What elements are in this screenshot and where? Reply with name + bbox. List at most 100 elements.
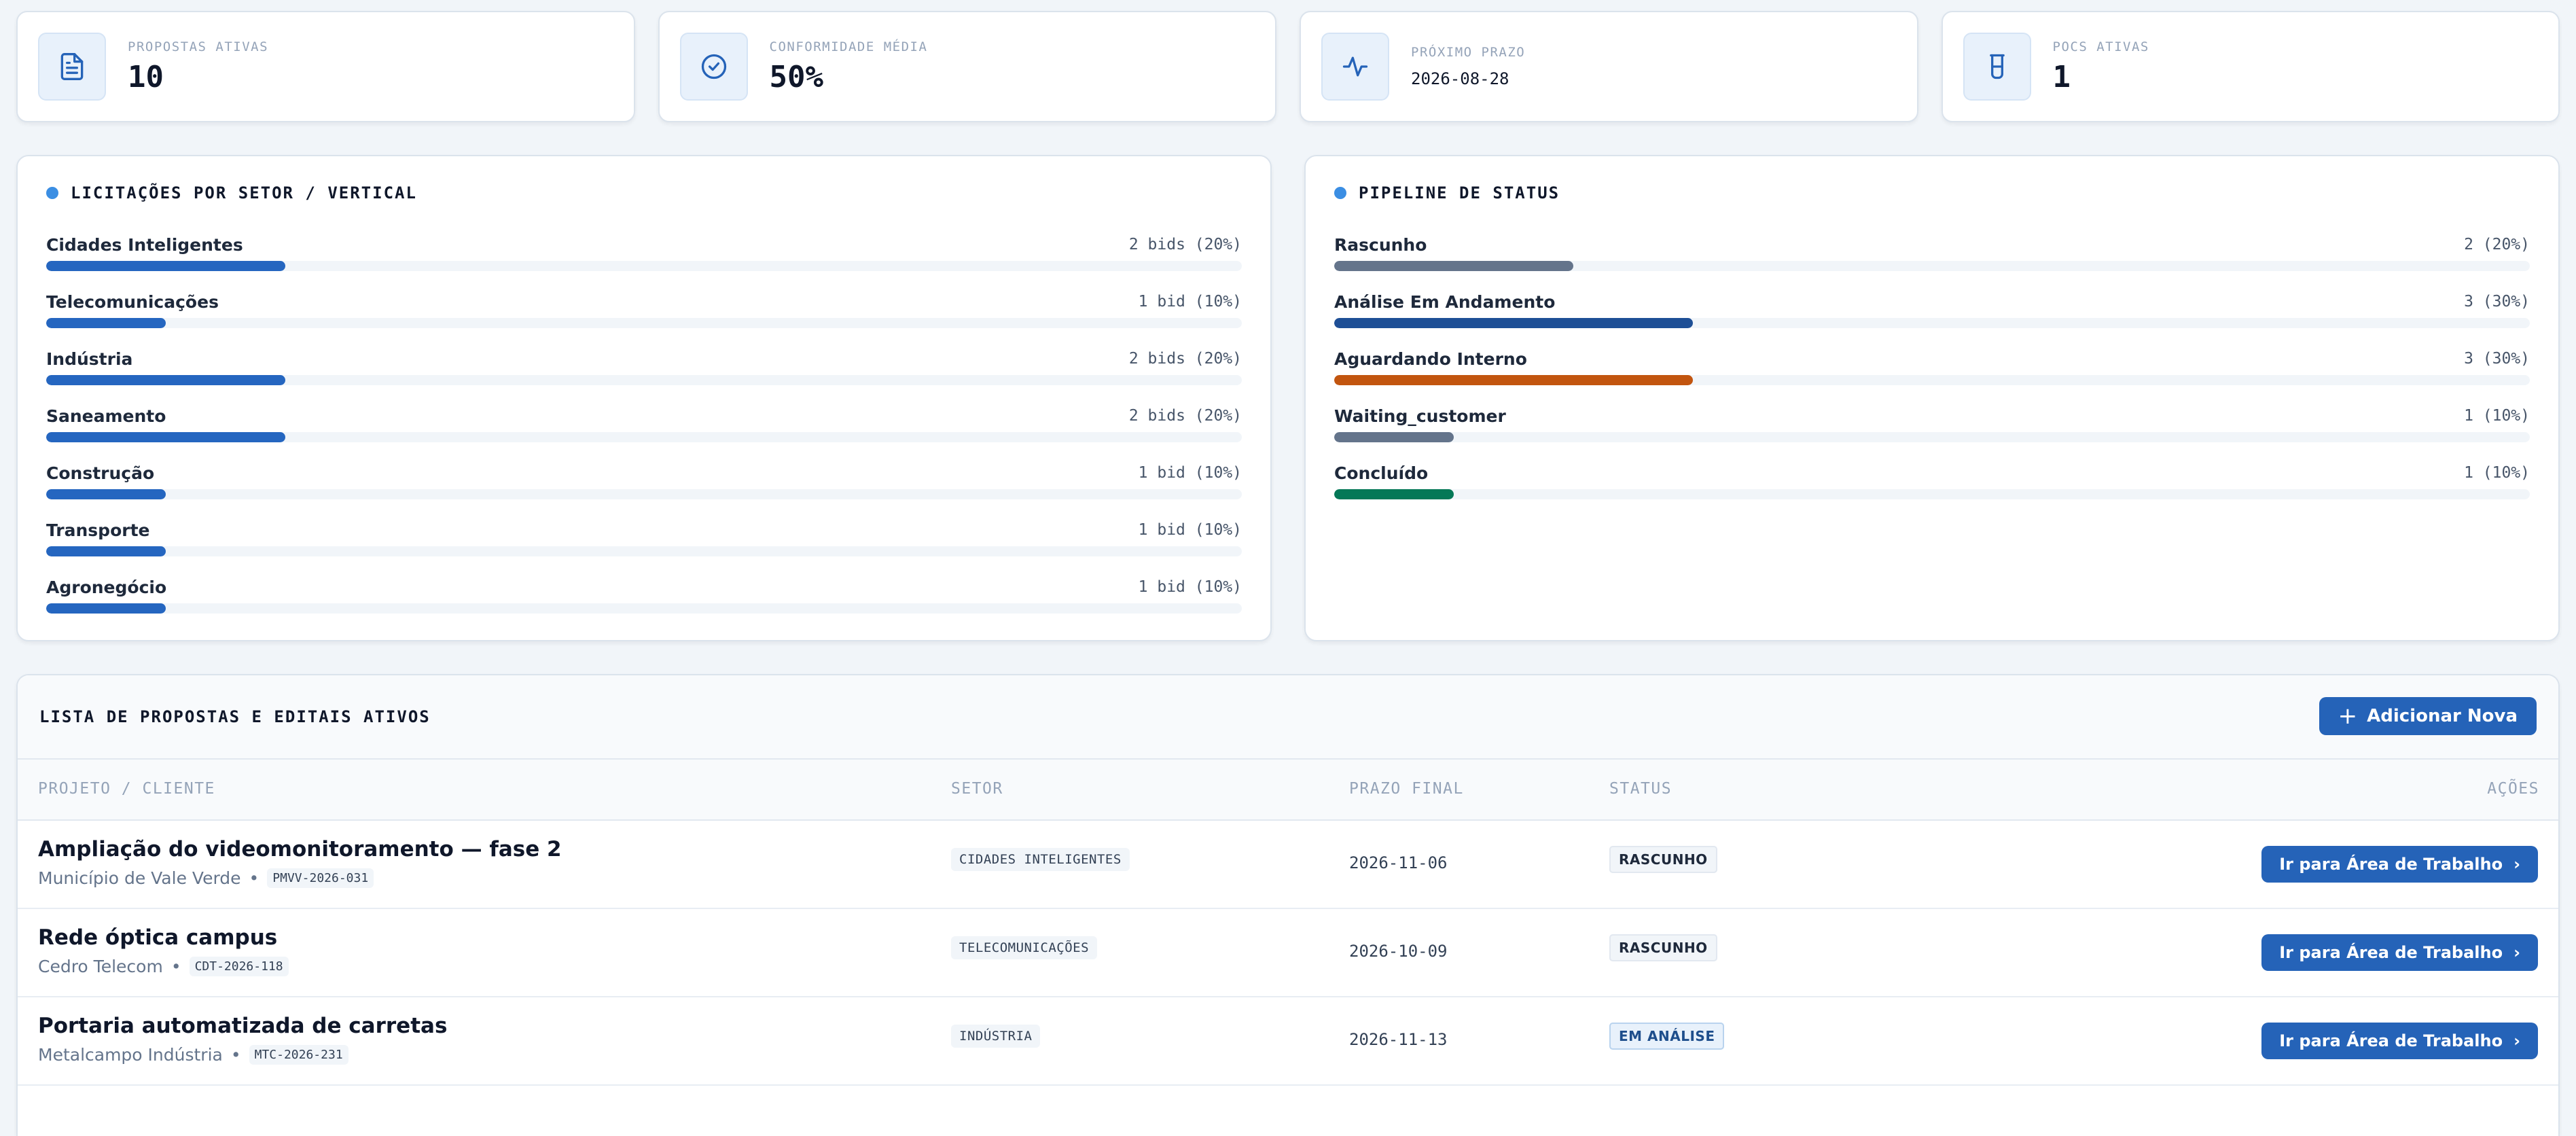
table-header-bar: LISTA DE PROPOSTAS E EDITAIS ATIVOS + Ad… [18, 675, 2558, 760]
bar-label: Análise Em Andamento [1334, 291, 1556, 312]
bar-track [46, 489, 1242, 499]
separator-dot: • [171, 957, 181, 976]
column-header-project[interactable]: PROJETO / CLIENTE [38, 780, 215, 798]
table-head: PROJETO / CLIENTE SETOR PRAZO FINAL STAT… [18, 760, 2558, 821]
bar-fill [46, 603, 166, 614]
client-name: Cedro Telecom [38, 957, 163, 976]
kpi-row: PROPOSTAS ATIVAS 10 CONFORMIDADE MÉDIA 5… [16, 11, 2560, 122]
table-title: LISTA DE PROPOSTAS E EDITAIS ATIVOS [39, 707, 431, 726]
kpi-value: 2026-08-28 [1411, 69, 1509, 88]
bar-row-header: Agronegócio 1 bid (10%) [46, 575, 1242, 599]
bar-count: 2 bids (20%) [1128, 407, 1242, 425]
status-cell: RASCUNHO [1609, 846, 1717, 873]
bar-row-header: Concluído 1 (10%) [1334, 461, 2530, 485]
bar-row-header: Rascunho 2 (20%) [1334, 232, 2530, 257]
sector-tag: INDÚSTRIA [951, 1025, 1041, 1048]
bar-count: 1 bid (10%) [1138, 578, 1242, 596]
kpi-card-pocs: POCS ATIVAS 1 [1941, 11, 2560, 122]
sector-panel-title: LICITAÇÕES POR SETOR / VERTICAL [46, 183, 417, 202]
bar-label: Agronegócio [46, 577, 167, 597]
kpi-label: PRÓXIMO PRAZO [1411, 45, 1526, 60]
column-header-sector[interactable]: SETOR [951, 780, 1003, 798]
bar-row: Transporte 1 bid (10%) [46, 518, 1242, 575]
bar-fill [46, 318, 166, 328]
bar-row-header: Aguardando Interno 3 (30%) [1334, 347, 2530, 371]
bar-row: Análise Em Andamento 3 (30%) [1334, 289, 2530, 347]
kpi-card-prazo: PRÓXIMO PRAZO 2026-08-28 [1300, 11, 1918, 122]
go-to-workspace-button[interactable]: Ir para Área de Trabalho › [2261, 1023, 2538, 1059]
bar-label: Indústria [46, 349, 133, 369]
table-row[interactable]: Rede óptica campus Cedro Telecom • CDT-2026… [18, 909, 2558, 997]
status-badge: RASCUNHO [1609, 934, 1717, 961]
go-to-workspace-label: Ir para Área de Trabalho [2279, 855, 2503, 874]
bar-row: Cidades Inteligentes 2 bids (20%) [46, 232, 1242, 289]
beaker-icon [1963, 33, 2031, 101]
sector-panel: LICITAÇÕES POR SETOR / VERTICAL Cidades … [16, 155, 1272, 641]
bar-row-header: Telecomunicações 1 bid (10%) [46, 289, 1242, 314]
bar-fill [46, 546, 166, 556]
bullet-dot-icon [1334, 187, 1346, 199]
bar-track [46, 546, 1242, 556]
bar-track [1334, 489, 2530, 499]
add-new-label: Adicionar Nova [2367, 706, 2518, 726]
table-row[interactable]: Ampliação do videomonitoramento — fase 2… [18, 821, 2558, 909]
bar-track [46, 375, 1242, 385]
bullet-dot-icon [46, 187, 58, 199]
kpi-value: 1 [2052, 59, 2071, 94]
table-body: Ampliação do videomonitoramento — fase 2… [18, 821, 2558, 1086]
bar-row: Waiting_customer 1 (10%) [1334, 404, 2530, 461]
table-row[interactable]: Portaria automatizada de carretas Metalca… [18, 997, 2558, 1086]
column-header-actions: AÇÕES [2487, 780, 2539, 798]
kpi-label: PROPOSTAS ATIVAS [128, 39, 269, 54]
go-to-workspace-button[interactable]: Ir para Área de Trabalho › [2261, 934, 2538, 971]
bar-row: Saneamento 2 bids (20%) [46, 404, 1242, 461]
bar-count: 1 (10%) [2464, 464, 2530, 482]
bar-row-header: Análise Em Andamento 3 (30%) [1334, 289, 2530, 314]
plus-icon: + [2338, 703, 2358, 730]
deadline: 2026-11-06 [1349, 853, 1448, 872]
column-header-deadline[interactable]: PRAZO FINAL [1349, 780, 1464, 798]
bar-row-header: Saneamento 2 bids (20%) [46, 404, 1242, 428]
bar-fill [1334, 318, 1693, 328]
kpi-label: POCS ATIVAS [2052, 39, 2149, 54]
bar-track [46, 261, 1242, 271]
bar-label: Rascunho [1334, 234, 1427, 255]
bar-label: Waiting_customer [1334, 406, 1506, 426]
project-subtitle: Município de Vale Verde • PMVV-2026-031 [38, 868, 562, 888]
status-badge: EM ANÁLISE [1609, 1023, 1725, 1050]
proposals-table-panel: LISTA DE PROPOSTAS E EDITAIS ATIVOS + Ad… [16, 674, 2560, 1136]
bar-track [46, 603, 1242, 614]
project-subtitle: Cedro Telecom • CDT-2026-118 [38, 957, 289, 976]
bar-fill [1334, 432, 1454, 442]
kpi-label: CONFORMIDADE MÉDIA [769, 39, 928, 54]
project-cell: Portaria automatizada de carretas Metalca… [38, 1014, 447, 1065]
bar-row: Construção 1 bid (10%) [46, 461, 1242, 518]
actions-cell: Ir para Área de Trabalho › [2261, 934, 2538, 971]
project-name: Portaria automatizada de carretas [38, 1014, 448, 1038]
project-name: Ampliação do videomonitoramento — fase 2 [38, 837, 562, 862]
client-name: Metalcampo Indústria [38, 1045, 223, 1065]
bar-count: 1 bid (10%) [1138, 464, 1242, 482]
project-name: Rede óptica campus [38, 925, 278, 950]
bar-count: 2 bids (20%) [1128, 350, 1242, 368]
bar-row: Aguardando Interno 3 (30%) [1334, 347, 2530, 404]
status-bar-list: Rascunho 2 (20%) Análise Em Andamento 3 (30… [1334, 232, 2530, 518]
bar-row: Concluído 1 (10%) [1334, 461, 2530, 518]
add-new-button[interactable]: + Adicionar Nova [2319, 697, 2537, 735]
bar-track [1334, 318, 2530, 328]
chevron-right-icon: › [2514, 1031, 2520, 1050]
column-header-status[interactable]: STATUS [1609, 780, 1672, 798]
sector-tag: CIDADES INTELIGENTES [951, 848, 1130, 871]
bar-fill [1334, 375, 1693, 385]
bar-count: 1 (10%) [2464, 407, 2530, 425]
bar-fill [1334, 489, 1454, 499]
project-code: PMVV-2026-031 [267, 868, 374, 888]
bar-label: Transporte [46, 520, 150, 540]
go-to-workspace-button[interactable]: Ir para Área de Trabalho › [2261, 846, 2538, 883]
bar-count: 2 (20%) [2464, 236, 2530, 253]
status-panel-title: PIPELINE DE STATUS [1334, 183, 1560, 202]
panel-title-text: LICITAÇÕES POR SETOR / VERTICAL [71, 183, 417, 202]
bar-fill [46, 375, 285, 385]
bar-label: Aguardando Interno [1334, 349, 1527, 369]
sector-bar-list: Cidades Inteligentes 2 bids (20%) Telecomu… [46, 232, 1242, 632]
